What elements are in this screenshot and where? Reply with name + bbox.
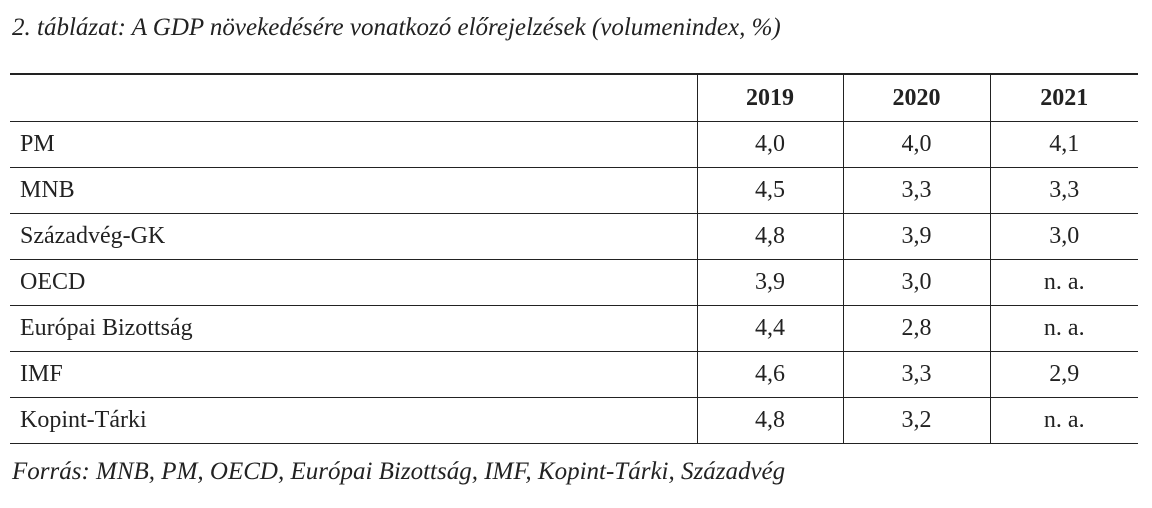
cell-value: 3,9	[842, 213, 990, 260]
cell-value: n. a.	[989, 397, 1138, 444]
cell-value: 3,2	[842, 397, 990, 444]
column-header: 2021	[989, 73, 1138, 122]
cell-value: 3,3	[989, 167, 1138, 214]
cell-value: 3,0	[989, 213, 1138, 260]
cell-value: 4,8	[696, 397, 843, 444]
table-row: Századvég-GK 4,8 3,9 3,0	[10, 213, 1138, 260]
row-label: MNB	[10, 167, 697, 214]
cell-value: 4,8	[696, 213, 843, 260]
table-row: IMF 4,6 3,3 2,9	[10, 351, 1138, 398]
forecast-table: 2019 2020 2021 PM 4,0 4,0 4,1 MNB 4,5 3,3 3,3 Száz…	[10, 73, 1138, 444]
header-corner	[10, 73, 697, 122]
table-row: Kopint-Tárki 4,8 3,2 n. a.	[10, 397, 1138, 444]
column-header: 2020	[842, 73, 990, 122]
cell-value: 3,9	[696, 259, 843, 306]
cell-value: 4,0	[696, 121, 843, 168]
table-row: OECD 3,9 3,0 n. a.	[10, 259, 1138, 306]
row-label: Századvég-GK	[10, 213, 697, 260]
cell-value: 4,1	[989, 121, 1138, 168]
cell-value: n. a.	[989, 259, 1138, 306]
cell-value: 4,0	[842, 121, 990, 168]
table-row: Európai Bizottság 4,4 2,8 n. a.	[10, 305, 1138, 352]
cell-value: 4,4	[696, 305, 843, 352]
column-header: 2019	[696, 73, 843, 122]
cell-value: 4,6	[696, 351, 843, 398]
source-note: Forrás: MNB, PM, OECD, Európai Bizottság…	[12, 458, 786, 485]
cell-value: n. a.	[989, 305, 1138, 352]
row-label: Európai Bizottság	[10, 305, 697, 352]
row-label: Kopint-Tárki	[10, 397, 697, 444]
cell-value: 2,8	[842, 305, 990, 352]
row-label: PM	[10, 121, 697, 168]
table-row: PM 4,0 4,0 4,1	[10, 121, 1138, 168]
cell-value: 3,3	[842, 351, 990, 398]
header-row: 2019 2020 2021	[10, 73, 1138, 122]
cell-value: 4,5	[696, 167, 843, 214]
cell-value: 3,3	[842, 167, 990, 214]
cell-value: 3,0	[842, 259, 990, 306]
row-label: IMF	[10, 351, 697, 398]
table-title: 2. táblázat: A GDP növekedésére vonatkoz…	[12, 14, 781, 41]
cell-value: 2,9	[989, 351, 1138, 398]
row-label: OECD	[10, 259, 697, 306]
table-row: MNB 4,5 3,3 3,3	[10, 167, 1138, 214]
